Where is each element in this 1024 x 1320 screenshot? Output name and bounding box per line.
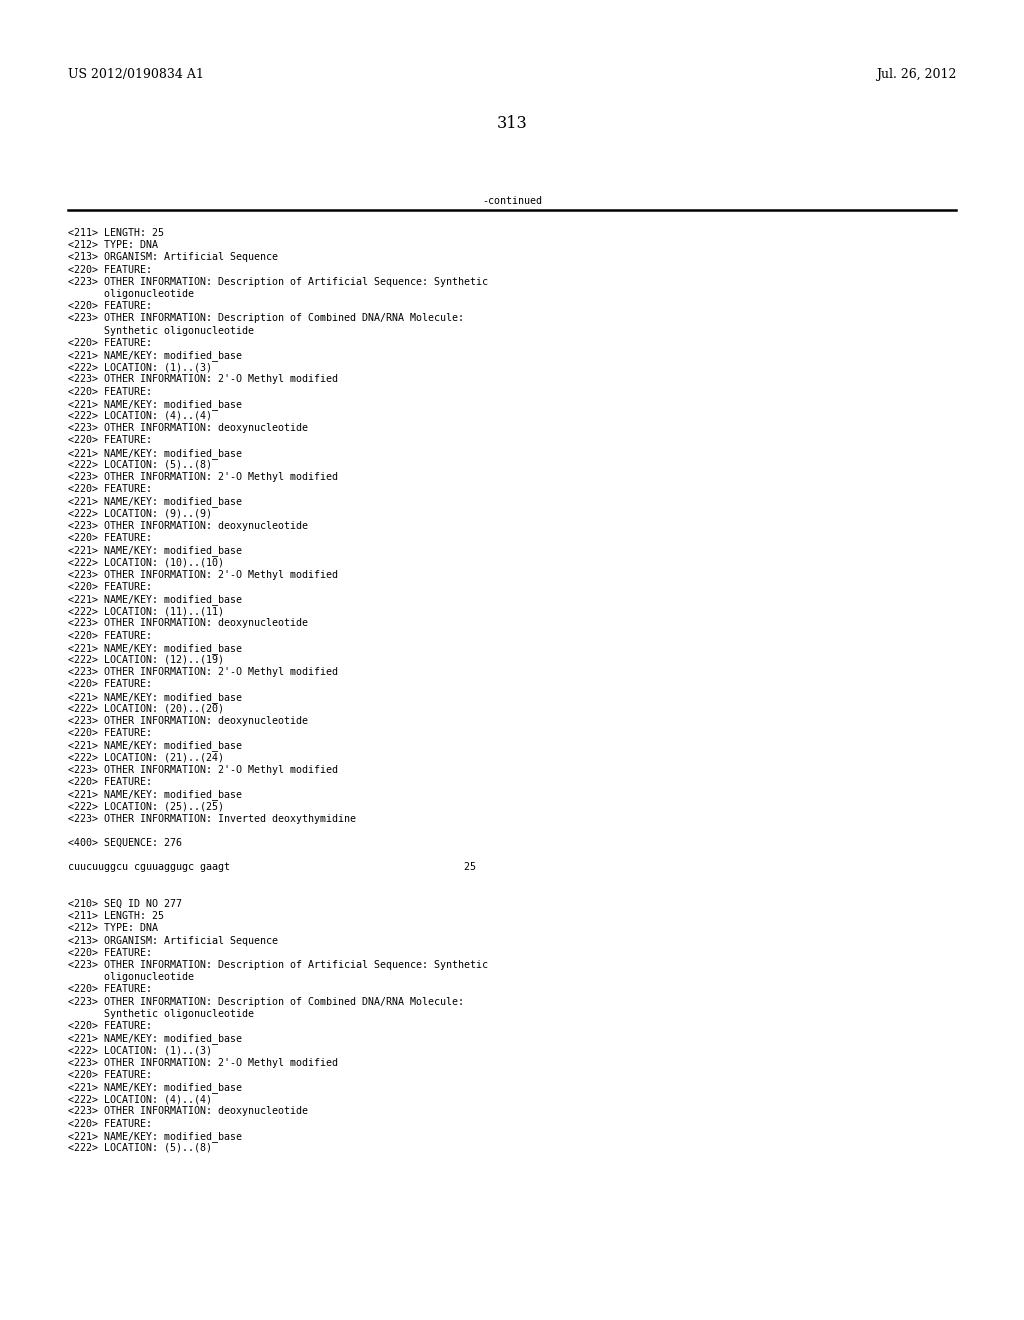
Text: <211> LENGTH: 25: <211> LENGTH: 25: [68, 228, 164, 238]
Text: <223> OTHER INFORMATION: 2'-O Methyl modified: <223> OTHER INFORMATION: 2'-O Methyl mod…: [68, 764, 338, 775]
Text: <222> LOCATION: (10)..(10): <222> LOCATION: (10)..(10): [68, 557, 224, 568]
Text: <222> LOCATION: (5)..(8): <222> LOCATION: (5)..(8): [68, 459, 212, 470]
Text: <220> FEATURE:: <220> FEATURE:: [68, 1118, 152, 1129]
Text: <213> ORGANISM: Artificial Sequence: <213> ORGANISM: Artificial Sequence: [68, 936, 278, 945]
Text: <220> FEATURE:: <220> FEATURE:: [68, 533, 152, 543]
Text: <220> FEATURE:: <220> FEATURE:: [68, 264, 152, 275]
Text: Synthetic oligonucleotide: Synthetic oligonucleotide: [68, 326, 254, 335]
Text: <220> FEATURE:: <220> FEATURE:: [68, 985, 152, 994]
Text: <220> FEATURE:: <220> FEATURE:: [68, 680, 152, 689]
Text: <222> LOCATION: (5)..(8): <222> LOCATION: (5)..(8): [68, 1143, 212, 1152]
Text: <220> FEATURE:: <220> FEATURE:: [68, 484, 152, 494]
Text: <221> NAME/KEY: modified_base: <221> NAME/KEY: modified_base: [68, 594, 242, 605]
Text: <220> FEATURE:: <220> FEATURE:: [68, 631, 152, 640]
Text: oligonucleotide: oligonucleotide: [68, 289, 194, 300]
Text: <222> LOCATION: (1)..(3): <222> LOCATION: (1)..(3): [68, 1045, 212, 1056]
Text: <223> OTHER INFORMATION: deoxynucleotide: <223> OTHER INFORMATION: deoxynucleotide: [68, 424, 308, 433]
Text: <223> OTHER INFORMATION: deoxynucleotide: <223> OTHER INFORMATION: deoxynucleotide: [68, 618, 308, 628]
Text: <221> NAME/KEY: modified_base: <221> NAME/KEY: modified_base: [68, 1082, 242, 1093]
Text: <221> NAME/KEY: modified_base: <221> NAME/KEY: modified_base: [68, 545, 242, 556]
Text: <223> OTHER INFORMATION: 2'-O Methyl modified: <223> OTHER INFORMATION: 2'-O Methyl mod…: [68, 375, 338, 384]
Text: cuucuuggcu cguuaggugc gaagt                                       25: cuucuuggcu cguuaggugc gaagt 25: [68, 862, 476, 873]
Text: <223> OTHER INFORMATION: Description of Combined DNA/RNA Molecule:: <223> OTHER INFORMATION: Description of …: [68, 997, 464, 1007]
Text: <220> FEATURE:: <220> FEATURE:: [68, 387, 152, 396]
Text: <222> LOCATION: (21)..(24): <222> LOCATION: (21)..(24): [68, 752, 224, 763]
Text: <222> LOCATION: (25)..(25): <222> LOCATION: (25)..(25): [68, 801, 224, 812]
Text: <222> LOCATION: (12)..(19): <222> LOCATION: (12)..(19): [68, 655, 224, 665]
Text: <212> TYPE: DNA: <212> TYPE: DNA: [68, 240, 158, 251]
Text: <222> LOCATION: (11)..(11): <222> LOCATION: (11)..(11): [68, 606, 224, 616]
Text: <222> LOCATION: (4)..(4): <222> LOCATION: (4)..(4): [68, 1094, 212, 1105]
Text: <221> NAME/KEY: modified_base: <221> NAME/KEY: modified_base: [68, 496, 242, 507]
Text: <220> FEATURE:: <220> FEATURE:: [68, 436, 152, 445]
Text: <223> OTHER INFORMATION: Description of Artificial Sequence: Synthetic: <223> OTHER INFORMATION: Description of …: [68, 277, 488, 286]
Text: <223> OTHER INFORMATION: deoxynucleotide: <223> OTHER INFORMATION: deoxynucleotide: [68, 521, 308, 531]
Text: <212> TYPE: DNA: <212> TYPE: DNA: [68, 924, 158, 933]
Text: <220> FEATURE:: <220> FEATURE:: [68, 777, 152, 787]
Text: <223> OTHER INFORMATION: 2'-O Methyl modified: <223> OTHER INFORMATION: 2'-O Methyl mod…: [68, 570, 338, 579]
Text: <220> FEATURE:: <220> FEATURE:: [68, 301, 152, 312]
Text: 313: 313: [497, 115, 527, 132]
Text: <222> LOCATION: (1)..(3): <222> LOCATION: (1)..(3): [68, 362, 212, 372]
Text: <221> NAME/KEY: modified_base: <221> NAME/KEY: modified_base: [68, 1131, 242, 1142]
Text: <220> FEATURE:: <220> FEATURE:: [68, 1020, 152, 1031]
Text: <211> LENGTH: 25: <211> LENGTH: 25: [68, 911, 164, 921]
Text: <221> NAME/KEY: modified_base: <221> NAME/KEY: modified_base: [68, 399, 242, 409]
Text: <221> NAME/KEY: modified_base: <221> NAME/KEY: modified_base: [68, 789, 242, 800]
Text: <223> OTHER INFORMATION: Inverted deoxythymidine: <223> OTHER INFORMATION: Inverted deoxyt…: [68, 813, 356, 824]
Text: <210> SEQ ID NO 277: <210> SEQ ID NO 277: [68, 899, 182, 909]
Text: <220> FEATURE:: <220> FEATURE:: [68, 1069, 152, 1080]
Text: <223> OTHER INFORMATION: deoxynucleotide: <223> OTHER INFORMATION: deoxynucleotide: [68, 1106, 308, 1117]
Text: -continued: -continued: [482, 195, 542, 206]
Text: <222> LOCATION: (20)..(20): <222> LOCATION: (20)..(20): [68, 704, 224, 714]
Text: <221> NAME/KEY: modified_base: <221> NAME/KEY: modified_base: [68, 447, 242, 458]
Text: <220> FEATURE:: <220> FEATURE:: [68, 729, 152, 738]
Text: <220> FEATURE:: <220> FEATURE:: [68, 948, 152, 958]
Text: <222> LOCATION: (4)..(4): <222> LOCATION: (4)..(4): [68, 411, 212, 421]
Text: <221> NAME/KEY: modified_base: <221> NAME/KEY: modified_base: [68, 350, 242, 360]
Text: <213> ORGANISM: Artificial Sequence: <213> ORGANISM: Artificial Sequence: [68, 252, 278, 263]
Text: Synthetic oligonucleotide: Synthetic oligonucleotide: [68, 1008, 254, 1019]
Text: <223> OTHER INFORMATION: 2'-O Methyl modified: <223> OTHER INFORMATION: 2'-O Methyl mod…: [68, 667, 338, 677]
Text: <220> FEATURE:: <220> FEATURE:: [68, 338, 152, 347]
Text: <221> NAME/KEY: modified_base: <221> NAME/KEY: modified_base: [68, 741, 242, 751]
Text: <400> SEQUENCE: 276: <400> SEQUENCE: 276: [68, 838, 182, 847]
Text: oligonucleotide: oligonucleotide: [68, 973, 194, 982]
Text: <223> OTHER INFORMATION: 2'-O Methyl modified: <223> OTHER INFORMATION: 2'-O Methyl mod…: [68, 473, 338, 482]
Text: <223> OTHER INFORMATION: 2'-O Methyl modified: <223> OTHER INFORMATION: 2'-O Methyl mod…: [68, 1057, 338, 1068]
Text: US 2012/0190834 A1: US 2012/0190834 A1: [68, 69, 204, 81]
Text: <222> LOCATION: (9)..(9): <222> LOCATION: (9)..(9): [68, 508, 212, 519]
Text: <220> FEATURE:: <220> FEATURE:: [68, 582, 152, 591]
Text: <221> NAME/KEY: modified_base: <221> NAME/KEY: modified_base: [68, 1034, 242, 1044]
Text: <223> OTHER INFORMATION: Description of Artificial Sequence: Synthetic: <223> OTHER INFORMATION: Description of …: [68, 960, 488, 970]
Text: <221> NAME/KEY: modified_base: <221> NAME/KEY: modified_base: [68, 643, 242, 653]
Text: Jul. 26, 2012: Jul. 26, 2012: [876, 69, 956, 81]
Text: <223> OTHER INFORMATION: Description of Combined DNA/RNA Molecule:: <223> OTHER INFORMATION: Description of …: [68, 313, 464, 323]
Text: <223> OTHER INFORMATION: deoxynucleotide: <223> OTHER INFORMATION: deoxynucleotide: [68, 715, 308, 726]
Text: <221> NAME/KEY: modified_base: <221> NAME/KEY: modified_base: [68, 692, 242, 702]
